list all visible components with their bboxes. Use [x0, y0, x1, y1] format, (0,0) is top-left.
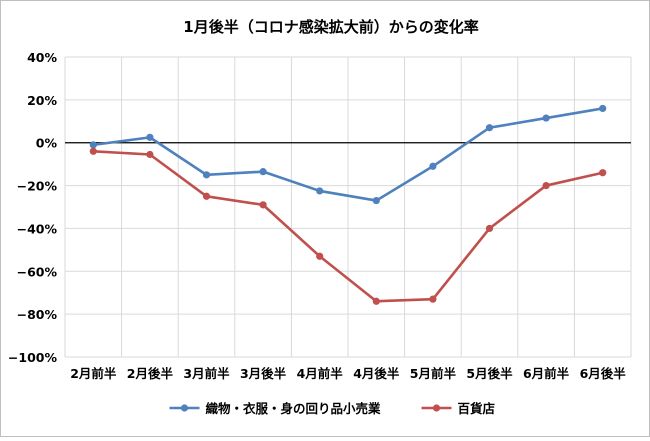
- legend: 織物・衣服・身の回り品小売業 百貨店: [169, 401, 496, 416]
- data-point: [89, 147, 97, 155]
- legend-item: 織物・衣服・身の回り品小売業: [169, 401, 382, 416]
- data-point: [146, 133, 154, 141]
- data-point: [485, 224, 494, 233]
- series-2: [89, 147, 607, 305]
- y-tick-label: −60%: [17, 264, 58, 279]
- x-tick-label: 3月後半: [240, 366, 287, 381]
- series-line: [93, 149, 603, 303]
- data-point: [542, 114, 550, 122]
- y-tick-label: −20%: [17, 179, 58, 194]
- grid-lines: [64, 56, 632, 358]
- x-tick-label: 4月後半: [353, 366, 400, 381]
- x-tick-label: 5月後半: [466, 366, 513, 381]
- y-tick-label: −40%: [17, 221, 58, 236]
- y-tick-label: −100%: [8, 350, 58, 365]
- data-point: [599, 169, 607, 177]
- data-point: [259, 201, 267, 209]
- series-1: [89, 104, 607, 205]
- data-point: [485, 124, 494, 132]
- data-point: [316, 187, 324, 195]
- data-point: [259, 168, 267, 176]
- data-point: [429, 295, 437, 303]
- data-point: [372, 196, 380, 205]
- axes: 40% 20% 0% −20% −40% −60% −80% −100% 2月前半 2月後半 3月前…: [8, 50, 631, 381]
- data-point: [542, 181, 550, 190]
- data-point: [146, 150, 154, 159]
- data-point: [202, 192, 211, 200]
- legend-marker: [180, 404, 189, 412]
- x-tick-label: 6月前半: [523, 366, 570, 381]
- data-point: [202, 171, 211, 179]
- x-tick-label: 2月後半: [127, 366, 174, 381]
- series-layer: [89, 104, 607, 305]
- y-tick-label: −80%: [17, 307, 58, 322]
- data-point: [429, 162, 437, 170]
- y-tick-label: 0%: [36, 136, 58, 151]
- data-point: [599, 104, 607, 113]
- data-point: [372, 297, 380, 305]
- x-tick-label: 4月前半: [297, 366, 344, 381]
- legend-marker: [432, 404, 441, 412]
- legend-label: 織物・衣服・身の回り品小売業: [206, 401, 382, 416]
- series-line: [93, 107, 603, 202]
- y-tick-label: 40%: [27, 50, 57, 65]
- x-tick-label: 2月前半: [70, 366, 117, 381]
- x-tick-label: 5月前半: [410, 366, 457, 381]
- legend-item: 百貨店: [421, 401, 496, 416]
- x-tick-label: 3月前半: [183, 366, 230, 381]
- data-point: [316, 252, 324, 260]
- legend-label: 百貨店: [458, 401, 496, 416]
- chart-title: 1月後半（コロナ感染拡大前）からの変化率: [183, 18, 478, 36]
- x-tick-label: 6月後半: [580, 366, 627, 381]
- data-point: [89, 141, 97, 149]
- y-tick-label: 20%: [27, 93, 57, 108]
